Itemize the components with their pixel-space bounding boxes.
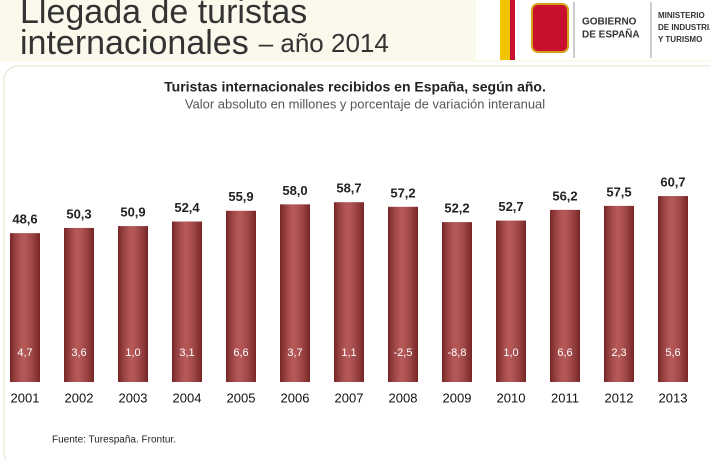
variation-label: 1,0 — [503, 347, 518, 359]
x-tick-label: 2011 — [551, 390, 579, 405]
bar-shade — [496, 220, 526, 382]
chart-subtitle: Valor absoluto en millones y porcentaje … — [185, 96, 545, 111]
value-label: 52,4 — [174, 200, 200, 215]
variation-label: 3,1 — [179, 347, 194, 359]
bar-shade — [550, 209, 580, 382]
value-label: 50,9 — [120, 205, 145, 220]
value-label: 55,9 — [228, 189, 253, 204]
x-tick-label: 2003 — [119, 390, 148, 405]
variation-label: 1,1 — [341, 347, 356, 359]
content-frame — [3, 65, 710, 460]
bar-shade — [604, 205, 634, 382]
value-label: 60,7 — [660, 175, 685, 190]
logo-text: DE ESPAÑA — [582, 28, 640, 41]
variation-label: 5,6 — [665, 347, 680, 359]
value-label: 52,7 — [498, 199, 523, 214]
x-tick-label: 2009 — [443, 390, 472, 405]
x-tick-label: 2007 — [335, 390, 364, 405]
variation-label: -8,8 — [448, 347, 467, 359]
value-label: 50,3 — [66, 206, 91, 221]
value-label: 48,6 — [12, 212, 37, 227]
variation-label: 1,0 — [125, 347, 140, 359]
x-tick-label: 2001 — [11, 390, 40, 405]
bar-shade — [658, 196, 688, 382]
value-label: 57,5 — [606, 184, 631, 199]
coat-of-arms — [531, 3, 569, 53]
variation-label: 4,7 — [17, 347, 32, 359]
logo-text: Y TURISMO — [658, 35, 702, 44]
bar-shade — [442, 222, 472, 382]
bar-shade — [388, 206, 418, 382]
bar-shade — [172, 221, 202, 382]
logo-text: DE INDUSTRIA — [658, 23, 710, 32]
bar-shade — [118, 226, 148, 382]
logo-stripe — [510, 0, 515, 60]
title-part: internacionales — [20, 24, 249, 62]
x-tick-label: 2010 — [497, 390, 526, 405]
x-tick-label: 2005 — [227, 390, 256, 405]
x-tick-label: 2006 — [281, 390, 310, 405]
chart-title: Turistas internacionales recibidos en Es… — [164, 79, 546, 95]
value-label: 58,0 — [282, 183, 307, 198]
value-label: 58,7 — [336, 181, 361, 196]
title-suffix: – año 2014 — [259, 28, 389, 58]
variation-label: 2,3 — [611, 347, 626, 359]
variation-label: 3,7 — [287, 347, 302, 359]
x-tick-label: 2004 — [173, 390, 202, 405]
bar-shade — [280, 204, 310, 382]
bar-shade — [226, 210, 256, 382]
variation-label: -2,5 — [394, 347, 413, 359]
x-tick-label: 2012 — [605, 390, 634, 405]
value-label: 56,2 — [552, 188, 577, 203]
logo-stripe — [500, 0, 510, 60]
x-tick-label: 2002 — [65, 390, 94, 405]
variation-label: 6,6 — [233, 347, 248, 359]
bar-shade — [64, 227, 94, 382]
variation-label: 6,6 — [557, 347, 572, 359]
source-note: Fuente: Turespaña. Frontur. — [52, 435, 176, 446]
bar-shade — [334, 202, 364, 382]
variation-label: 3,6 — [71, 347, 86, 359]
logo-text: GOBIERNO — [582, 17, 637, 28]
x-tick-label: 2008 — [389, 390, 418, 405]
logo-text: MINISTERIO — [658, 11, 705, 20]
title-line: Llegada de turistas — [20, 0, 307, 31]
bar-shade — [10, 233, 40, 382]
value-label: 57,2 — [390, 185, 415, 200]
title-line: internacionales – año 2014 — [20, 24, 389, 62]
x-tick-label: 2013 — [659, 390, 688, 405]
value-label: 52,2 — [444, 201, 469, 216]
